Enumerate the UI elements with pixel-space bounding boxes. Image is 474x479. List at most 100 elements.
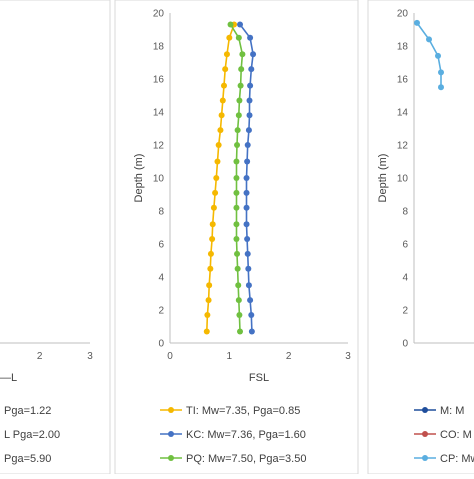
middle-data-point (233, 189, 240, 196)
middle-data-point (243, 204, 250, 211)
middle-data-point (246, 97, 253, 104)
middle-y-tick-label: 12 (153, 141, 165, 152)
middle-data-point (244, 236, 251, 243)
middle-y-tick-label: 16 (153, 75, 165, 86)
middle-data-point (215, 142, 222, 148)
middle-data-point (250, 51, 257, 58)
right-data-point (414, 19, 420, 26)
middle-data-point (233, 236, 240, 243)
right-y-tick-label: 20 (397, 9, 409, 20)
middle-y-tick-label: 6 (158, 240, 164, 251)
legend-swatch-marker (168, 455, 174, 461)
legend-label: PQ: Mw=7.50, Pga=3.50 (186, 453, 306, 465)
middle-data-point (205, 297, 212, 304)
middle-data-point (222, 66, 229, 73)
legend-label: M: M (440, 405, 464, 417)
right-data-point (426, 36, 432, 43)
legend-swatch-marker (168, 407, 174, 413)
middle-data-point (223, 51, 230, 58)
middle-data-point (238, 66, 245, 73)
left-x-tick-label: 3 (87, 351, 93, 362)
legend-swatch-marker (168, 431, 174, 437)
middle-data-point (234, 265, 241, 272)
middle-data-point (214, 158, 221, 165)
middle-x-tick-label: 2 (286, 351, 292, 362)
middle-y-tick-label: 18 (153, 42, 165, 53)
middle-data-point (233, 175, 240, 181)
right-data-point (438, 69, 444, 76)
left-x-tick-label: 2 (37, 351, 43, 362)
middle-data-point (247, 297, 254, 304)
right-y-tick-label: 0 (402, 339, 408, 350)
right-y-tick-label: 8 (402, 207, 408, 218)
middle-data-point (235, 34, 242, 41)
middle-data-point (244, 142, 251, 148)
right-y-tick-label: 14 (397, 108, 409, 119)
middle-x-tick-label: 1 (227, 351, 233, 362)
middle-y-tick-label: 20 (153, 9, 165, 20)
middle-data-point (248, 328, 255, 335)
middle-data-point (234, 127, 241, 134)
legend-label: Pga=5.90 (4, 453, 51, 465)
middle-data-point (246, 112, 253, 119)
middle-data-point (243, 189, 250, 196)
middle-data-point (243, 221, 250, 228)
right-y-tick-label: 6 (402, 240, 408, 251)
middle-data-point (207, 250, 214, 257)
middle-data-point (248, 311, 255, 318)
middle-data-point (210, 204, 217, 211)
middle-data-point (218, 112, 225, 119)
middle-data-point (209, 236, 216, 243)
legend-swatch-marker (422, 455, 428, 461)
middle-data-point (204, 311, 211, 318)
middle-y-axis-title: Depth (m) (133, 154, 145, 203)
right-y-tick-label: 10 (397, 174, 409, 185)
middle-y-tick-label: 2 (158, 306, 164, 317)
middle-data-point (244, 158, 251, 165)
left-panel-frame (0, 0, 111, 475)
right-panel: 0 2 4 6 8 10 12 14 16 18 20 Depth (m) M: M CO: M CP: M… (377, 9, 474, 465)
middle-data-point (217, 127, 224, 134)
right-data-point (435, 52, 441, 59)
middle-data-point (237, 82, 244, 89)
middle-data-point (233, 158, 240, 165)
middle-data-point (220, 82, 227, 89)
right-y-tick-label: 18 (397, 42, 409, 53)
legend-label: L Pga=2.00 (4, 429, 60, 441)
middle-data-point (245, 127, 252, 134)
middle-data-point (239, 51, 246, 58)
middle-data-point (235, 282, 242, 289)
middle-y-tick-label: 4 (158, 273, 164, 284)
legend-label: CP: Mw (440, 453, 474, 465)
middle-data-point (219, 97, 226, 104)
middle-data-point (245, 282, 252, 289)
legend-label: CO: M (440, 429, 472, 441)
right-panel-frame (367, 0, 474, 475)
middle-data-point (226, 34, 233, 41)
right-y-tick-label: 4 (402, 273, 408, 284)
middle-data-point (244, 250, 251, 257)
legend-swatch-marker (422, 431, 428, 437)
middle-data-point (235, 112, 242, 119)
legend-label: Pga=1.22 (4, 405, 51, 417)
middle-y-tick-label: 10 (153, 174, 165, 185)
middle-data-point (248, 66, 255, 73)
legend-label: TI: Mw=7.35, Pga=0.85 (186, 405, 300, 417)
middle-y-tick-label: 8 (158, 207, 164, 218)
middle-data-point (233, 204, 240, 211)
middle-x-tick-label: 0 (167, 351, 173, 362)
middle-data-point (234, 142, 241, 148)
middle-data-point (236, 311, 243, 318)
middle-data-point (206, 282, 213, 289)
middle-data-point (212, 189, 219, 196)
middle-data-point (243, 175, 250, 181)
middle-data-point (203, 328, 210, 335)
middle-data-point (209, 221, 216, 228)
right-y-tick-label: 16 (397, 75, 409, 86)
left-panel: 2 3 —L Pga=1.22 L Pga=2.00 Pga=5.90 (0, 342, 93, 465)
middle-data-point (213, 175, 220, 181)
right-y-tick-label: 2 (402, 306, 408, 317)
middle-data-point (247, 82, 254, 89)
legend-label: KC: Mw=7.36, Pga=1.60 (186, 429, 306, 441)
